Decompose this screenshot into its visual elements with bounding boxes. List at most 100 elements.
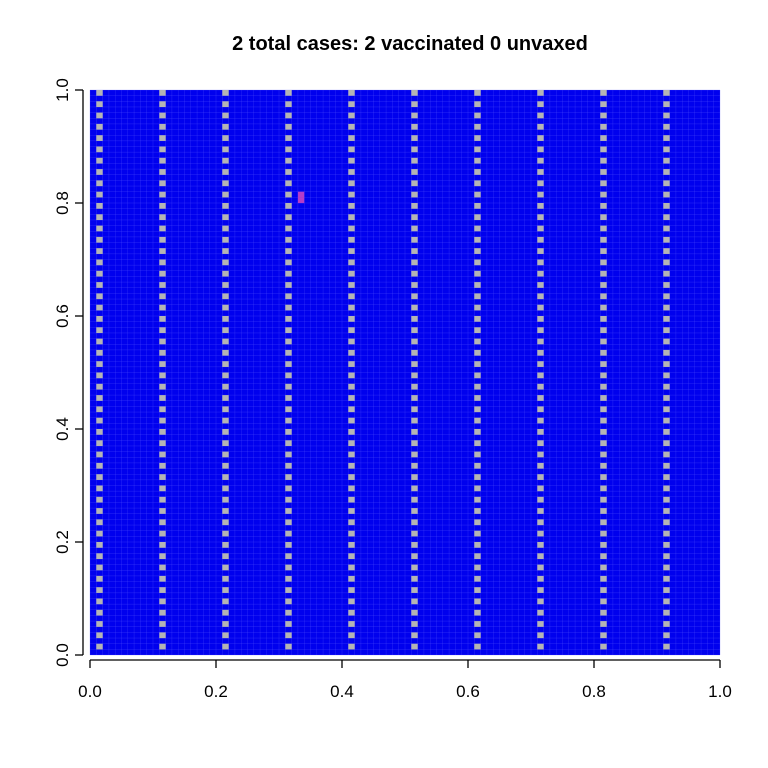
unvaccinated-cell: [411, 429, 418, 435]
unvaccinated-cell: [600, 632, 607, 639]
unvaccinated-cell: [96, 225, 103, 232]
unvaccinated-cell: [348, 349, 355, 356]
unvaccinated-cell: [537, 248, 544, 254]
unvaccinated-cell: [537, 508, 544, 514]
unvaccinated-cell: [285, 361, 292, 367]
unvaccinated-cell: [411, 621, 418, 627]
unvaccinated-cell: [159, 282, 166, 288]
unvaccinated-cell: [285, 123, 292, 130]
unvaccinated-cell: [474, 508, 481, 514]
unvaccinated-cell: [96, 203, 103, 209]
unvaccinated-cell: [96, 474, 103, 480]
unvaccinated-cell: [222, 90, 229, 96]
unvaccinated-cell: [537, 169, 544, 175]
unvaccinated-cell: [222, 395, 229, 401]
unvaccinated-cell: [600, 191, 607, 198]
unvaccinated-cell: [159, 146, 166, 153]
unvaccinated-cell: [159, 508, 166, 514]
unvaccinated-cell: [663, 609, 670, 616]
unvaccinated-cell: [663, 157, 670, 164]
unvaccinated-cell: [474, 327, 481, 334]
unvaccinated-cell: [600, 508, 607, 514]
unvaccinated-cell: [222, 157, 229, 164]
unvaccinated-cell: [285, 496, 292, 503]
unvaccinated-cell: [96, 327, 103, 334]
unvaccinated-cell: [600, 349, 607, 356]
unvaccinated-cell: [348, 361, 355, 367]
unvaccinated-cell: [348, 508, 355, 514]
unvaccinated-cell: [600, 621, 607, 627]
unvaccinated-cell: [348, 383, 355, 390]
unvaccinated-cell: [600, 157, 607, 164]
unvaccinated-cell: [663, 327, 670, 334]
unvaccinated-cell: [159, 304, 166, 311]
unvaccinated-cell: [411, 632, 418, 639]
unvaccinated-cell: [159, 225, 166, 232]
chart-title: 2 total cases: 2 vaccinated 0 unvaxed: [232, 33, 588, 55]
unvaccinated-cell: [159, 270, 166, 277]
unvaccinated-cell: [348, 338, 355, 345]
unvaccinated-cell: [411, 553, 418, 560]
unvaccinated-cell: [474, 203, 481, 209]
unvaccinated-cell: [222, 123, 229, 130]
unvaccinated-cell: [600, 496, 607, 503]
unvaccinated-cell: [411, 304, 418, 311]
unvaccinated-cell: [600, 146, 607, 153]
unvaccinated-cell: [474, 316, 481, 322]
y-tick-label: 0.2: [53, 530, 72, 554]
unvaccinated-cell: [537, 451, 544, 458]
unvaccinated-cell: [159, 406, 166, 413]
unvaccinated-cell: [222, 316, 229, 322]
unvaccinated-cell: [159, 135, 166, 141]
unvaccinated-cell: [222, 621, 229, 627]
unvaccinated-cell: [474, 530, 481, 537]
unvaccinated-cell: [600, 316, 607, 322]
unvaccinated-cell: [663, 225, 670, 232]
unvaccinated-cell: [285, 383, 292, 390]
unvaccinated-cell: [411, 417, 418, 424]
unvaccinated-cell: [600, 248, 607, 254]
unvaccinated-cell: [222, 564, 229, 571]
unvaccinated-cell: [600, 236, 607, 243]
unvaccinated-cell: [600, 440, 607, 447]
unvaccinated-cell: [348, 474, 355, 480]
unvaccinated-cell: [600, 270, 607, 277]
unvaccinated-cell: [159, 259, 166, 266]
unvaccinated-cell: [474, 293, 481, 300]
unvaccinated-cell: [96, 282, 103, 288]
unvaccinated-cell: [222, 485, 229, 492]
y-axis: 0.0 0.2 0.4 0.6 0.8 1.0: [53, 78, 84, 667]
unvaccinated-cell: [222, 338, 229, 345]
unvaccinated-cell: [222, 474, 229, 480]
unvaccinated-cell: [159, 395, 166, 401]
unvaccinated-cell: [285, 101, 292, 108]
unvaccinated-cell: [285, 112, 292, 119]
unvaccinated-cell: [474, 101, 481, 108]
unvaccinated-cell: [537, 395, 544, 401]
unvaccinated-cell: [159, 157, 166, 164]
unvaccinated-cell: [537, 632, 544, 639]
unvaccinated-cell: [159, 417, 166, 424]
unvaccinated-cell: [600, 293, 607, 300]
unvaccinated-cell: [474, 214, 481, 221]
unvaccinated-cell: [348, 236, 355, 243]
unvaccinated-cell: [474, 417, 481, 424]
unvaccinated-cell: [411, 372, 418, 379]
unvaccinated-cell: [411, 542, 418, 548]
unvaccinated-cell: [537, 462, 544, 469]
unvaccinated-cell: [537, 225, 544, 232]
unvaccinated-cell: [537, 282, 544, 288]
unvaccinated-cell: [474, 575, 481, 582]
unvaccinated-cell: [348, 530, 355, 537]
unvaccinated-cell: [537, 530, 544, 537]
unvaccinated-cell: [537, 157, 544, 164]
unvaccinated-cell: [474, 135, 481, 141]
unvaccinated-cell: [474, 496, 481, 503]
unvaccinated-cell: [663, 123, 670, 130]
unvaccinated-cell: [600, 542, 607, 548]
unvaccinated-cell: [348, 553, 355, 560]
unvaccinated-cell: [348, 429, 355, 435]
unvaccinated-cell: [474, 621, 481, 627]
unvaccinated-cell: [537, 180, 544, 187]
